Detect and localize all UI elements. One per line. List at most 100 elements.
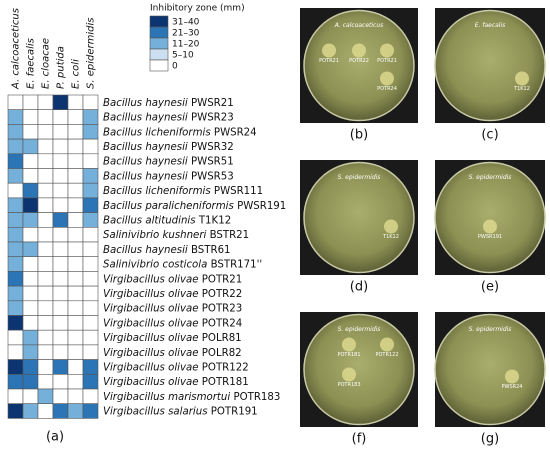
heatmap-cell bbox=[67, 227, 84, 243]
heatmap-cell bbox=[22, 153, 39, 169]
heatmap-cell bbox=[22, 388, 39, 404]
heatmap-cell bbox=[52, 94, 69, 110]
heatmap-cell bbox=[52, 168, 69, 184]
heatmap-cell bbox=[82, 373, 99, 390]
legend-label: 5–10 bbox=[172, 51, 194, 61]
heatmap-cell bbox=[22, 182, 39, 199]
legend-label: 11–20 bbox=[172, 40, 200, 50]
heatmap-cell bbox=[82, 182, 99, 199]
strain: PWSR191 bbox=[237, 201, 286, 212]
heatmap-cell bbox=[67, 344, 84, 360]
legend-swatch bbox=[149, 37, 169, 50]
column-header: E. coli bbox=[71, 59, 82, 89]
panel-caption: (b) bbox=[350, 128, 368, 143]
strain: T1K12 bbox=[198, 215, 231, 226]
heatmap-cell bbox=[82, 285, 99, 302]
panel-caption: (f) bbox=[352, 432, 367, 447]
strain: POTR122 bbox=[202, 362, 249, 373]
species: Virgibacillus olivae bbox=[103, 348, 199, 359]
strain: POTR21 bbox=[202, 274, 242, 285]
species: Virgibacillus olivae bbox=[103, 318, 199, 329]
heatmap-cell bbox=[67, 300, 84, 316]
heatmap-cell bbox=[7, 153, 24, 169]
heatmap-cell bbox=[52, 315, 69, 331]
heatmap-cell bbox=[37, 359, 54, 375]
heatmap-cell bbox=[37, 138, 54, 155]
heatmap-cell bbox=[7, 212, 24, 228]
species: Bacillus haynesii bbox=[103, 98, 188, 109]
species: Salinivibrio costicola bbox=[103, 260, 207, 271]
heatmap-cell bbox=[7, 315, 24, 331]
spot-label: PWSR24 bbox=[502, 384, 523, 390]
petri-dish bbox=[303, 9, 415, 122]
heatmap-cell bbox=[52, 359, 69, 375]
heatmap-cell bbox=[67, 285, 84, 302]
heatmap-cell bbox=[82, 256, 99, 272]
heatmap-cell bbox=[7, 124, 24, 140]
heatmap-cell bbox=[67, 256, 84, 272]
heatmap-cell bbox=[67, 168, 84, 184]
species: Virgibacillus olivae bbox=[103, 333, 199, 344]
spot-label: POTR24 bbox=[377, 86, 397, 92]
species: Virgibacillus olivae bbox=[103, 304, 199, 315]
heatmap-cell bbox=[67, 138, 84, 155]
row-label: Bacillus haynesii BSTR61 bbox=[103, 245, 231, 256]
strain: POTR181 bbox=[202, 377, 249, 388]
heatmap-cell bbox=[37, 109, 54, 125]
heatmap-cell bbox=[7, 182, 24, 199]
heatmap-cell bbox=[7, 241, 24, 257]
heatmap-cell bbox=[22, 138, 39, 155]
heatmap-cell bbox=[67, 153, 84, 169]
heatmap-cell bbox=[7, 168, 24, 184]
heatmap-cell bbox=[82, 94, 99, 110]
petri-dish bbox=[434, 161, 546, 274]
heatmap-cell bbox=[37, 285, 54, 302]
heatmap-cell bbox=[22, 285, 39, 302]
row-label: Virgibacillus olivae POTR24 bbox=[103, 318, 242, 329]
spot-label: POTR21 bbox=[377, 58, 397, 64]
heatmap-cell bbox=[22, 315, 39, 331]
colony bbox=[384, 219, 398, 234]
heatmap-cell bbox=[67, 212, 84, 228]
row-label: Virgibacillus olivae POTR181 bbox=[103, 377, 249, 388]
spot-label: T1K12 bbox=[513, 86, 530, 92]
colony bbox=[342, 367, 356, 382]
heatmap-cell bbox=[37, 403, 54, 419]
species: Virgibacillus olivae bbox=[103, 377, 199, 388]
row-label: Bacillus haynesii PWSR21 bbox=[103, 98, 234, 109]
strain: PWSR24 bbox=[214, 127, 257, 138]
heatmap-cell bbox=[82, 329, 99, 346]
heatmap-cell bbox=[22, 271, 39, 287]
caption: (a) bbox=[46, 430, 64, 445]
heatmap-cell bbox=[67, 373, 84, 390]
dish-title: S. epidermidis bbox=[469, 174, 512, 181]
heatmap-cell bbox=[37, 315, 54, 331]
heatmap-cell bbox=[82, 359, 99, 375]
heatmap-cell bbox=[52, 403, 69, 419]
heatmap-cell bbox=[22, 124, 39, 140]
heatmap-cell bbox=[82, 344, 99, 360]
row-label: Bacillus licheniformis PWSR24 bbox=[103, 127, 257, 138]
legend-swatch bbox=[149, 26, 169, 39]
legend-swatch bbox=[149, 59, 169, 72]
heatmap-cell bbox=[67, 329, 84, 346]
heatmap-cell bbox=[37, 153, 54, 169]
heatmap-cell bbox=[7, 285, 24, 302]
row-label: Bacillus paralicheniformis PWSR191 bbox=[103, 201, 286, 212]
legend-label: 0 bbox=[172, 62, 178, 72]
row-label: Virgibacillus olivae POTR122 bbox=[103, 362, 249, 373]
heatmap-cell bbox=[82, 227, 99, 243]
spot-label: POTR181 bbox=[337, 352, 360, 358]
spot-label: T1K12 bbox=[382, 234, 399, 240]
heatmap-cell bbox=[82, 403, 99, 419]
strain: BSTR21 bbox=[210, 230, 250, 241]
strain: POLR81 bbox=[202, 333, 242, 344]
species: Bacillus haynesii bbox=[103, 245, 188, 256]
strain: POTR23 bbox=[202, 304, 242, 315]
heatmap-cell bbox=[7, 300, 24, 316]
heatmap-cell bbox=[7, 403, 24, 419]
strain: POTR22 bbox=[202, 289, 242, 300]
heatmap-cell bbox=[67, 271, 84, 287]
heatmap-cell bbox=[67, 109, 84, 125]
heatmap-cell bbox=[22, 241, 39, 257]
